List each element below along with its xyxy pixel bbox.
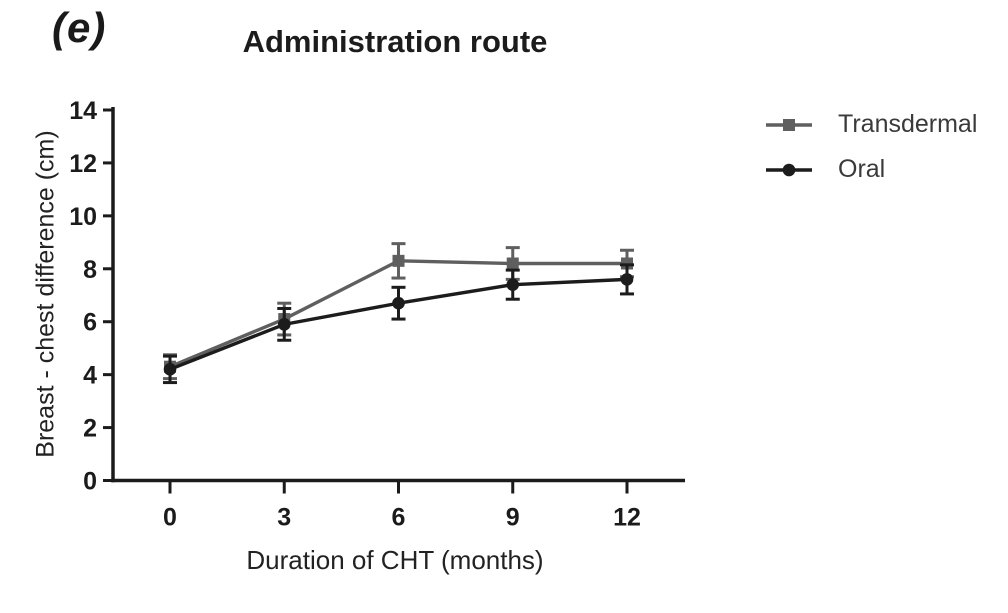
legend-label-transdermal: Transdermal bbox=[838, 110, 978, 138]
chart-title: Administration route bbox=[242, 24, 548, 59]
x-axis-label: Duration of CHT (months) bbox=[246, 545, 544, 575]
transdermal-square-marker-icon bbox=[766, 118, 812, 131]
legend: Transdermal Oral bbox=[764, 110, 977, 184]
x-tick-label: 12 bbox=[613, 504, 641, 532]
legend-square bbox=[783, 118, 795, 131]
y-tick-label: 12 bbox=[69, 150, 97, 178]
x-tick-label: 9 bbox=[506, 504, 520, 532]
legend-item-oral: Oral bbox=[764, 155, 977, 184]
y-tick-label: 2 bbox=[83, 415, 97, 443]
y-tick-label: 8 bbox=[83, 256, 97, 284]
y-tick-label: 4 bbox=[83, 362, 97, 390]
y-tick-label: 6 bbox=[83, 309, 97, 337]
y-tick-label: 10 bbox=[69, 203, 97, 231]
x-tick-label: 6 bbox=[392, 504, 406, 532]
legend-item-transdermal: Transdermal bbox=[764, 110, 977, 139]
panel-label: (e) bbox=[52, 4, 107, 51]
x-tick-label: 3 bbox=[277, 504, 291, 532]
y-tick-label: 0 bbox=[83, 468, 97, 496]
x-tick-label: 0 bbox=[163, 504, 177, 532]
y-tick-label: 14 bbox=[69, 97, 97, 125]
legend-label-oral: Oral bbox=[838, 155, 886, 183]
legend-circle bbox=[782, 163, 796, 176]
series-oral bbox=[163, 263, 634, 385]
oral-circle-marker-icon bbox=[766, 163, 812, 176]
